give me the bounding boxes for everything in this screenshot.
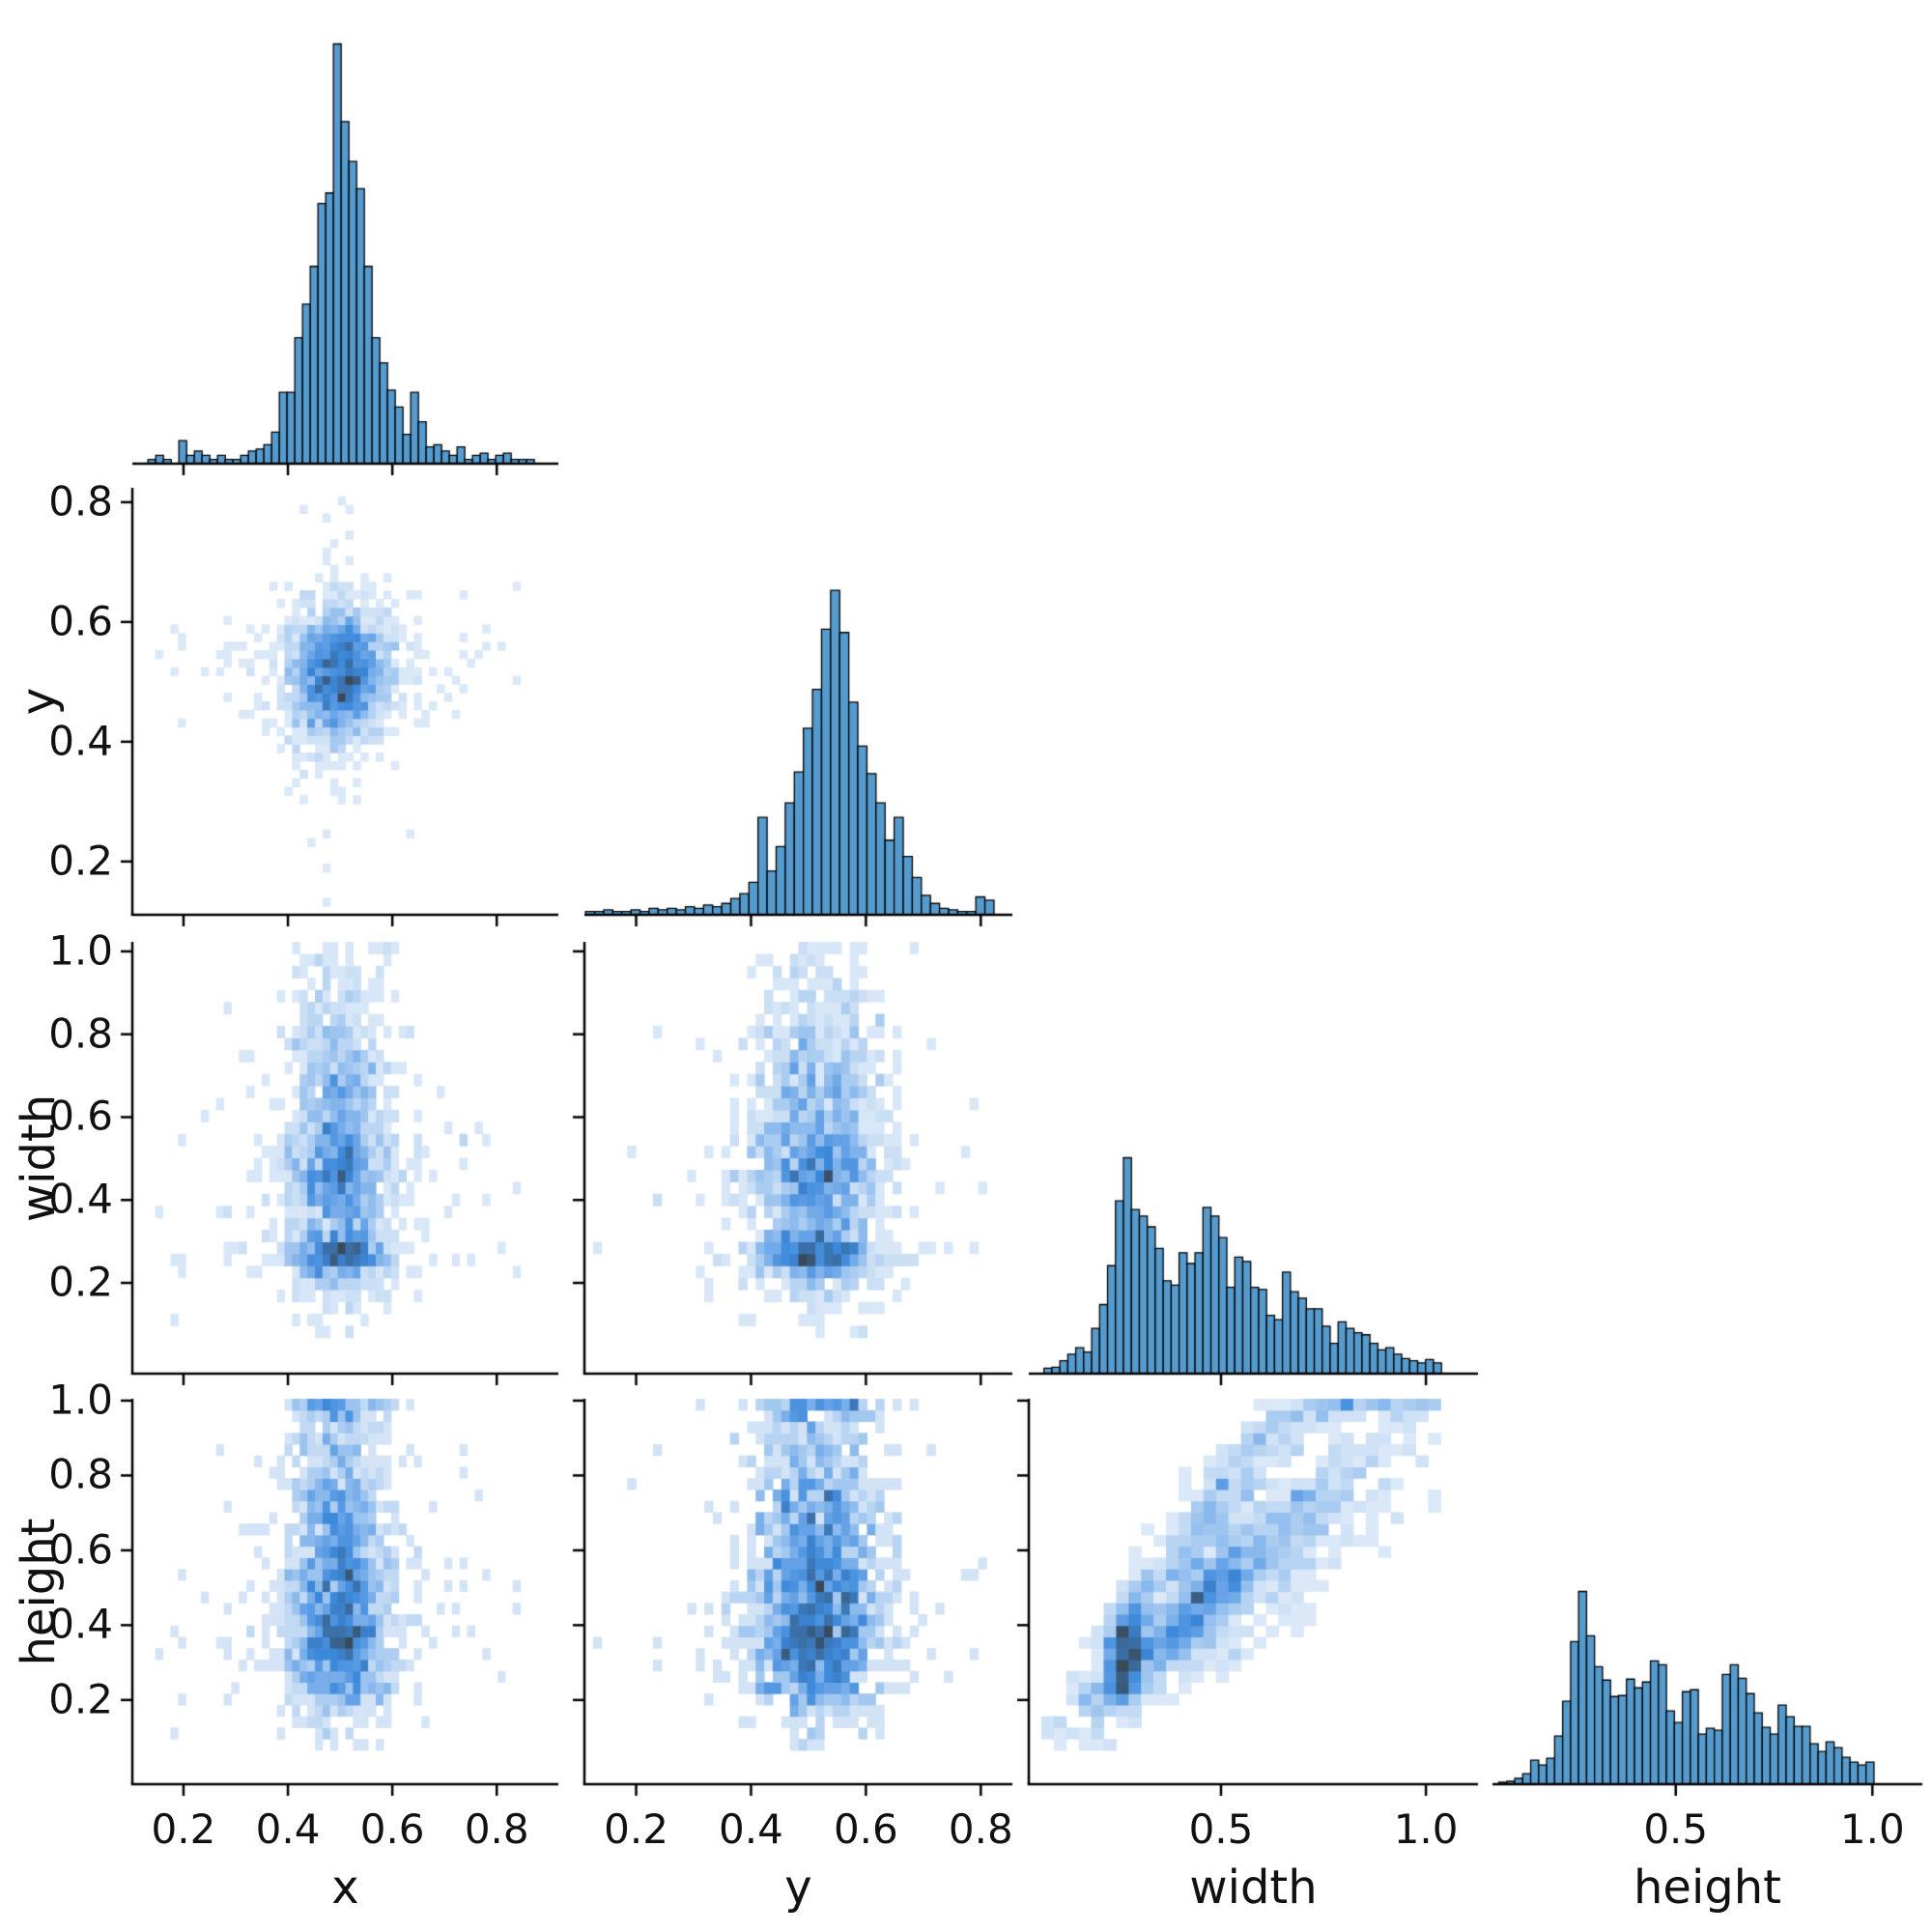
x-tick-label-height: 0.5: [1643, 1805, 1709, 1853]
y-tick-label-height: 0.8: [48, 1450, 113, 1498]
x-tick-label-height: 1.0: [1839, 1805, 1905, 1853]
x-axis-title-x: x: [331, 1861, 359, 1915]
y-tick-label-width: 0.2: [48, 1258, 113, 1306]
x-axis-title-height: height: [1634, 1861, 1781, 1915]
y-tick-label-y: 0.8: [48, 477, 113, 526]
x-tick-label-y: 0.6: [833, 1805, 898, 1853]
x-tick-label-width: 1.0: [1393, 1805, 1459, 1853]
y-tick-label-height: 0.4: [48, 1600, 113, 1648]
y-tick-label-height: 1.0: [48, 1376, 113, 1424]
x-axis-title-width: width: [1189, 1861, 1318, 1915]
x-tick-label-y: 0.2: [604, 1805, 668, 1853]
y-tick-label-height: 0.6: [48, 1525, 113, 1574]
y-tick-label-width: 0.6: [48, 1092, 113, 1140]
x-tick-label-x: 0.2: [151, 1805, 216, 1853]
y-tick-label-y: 0.4: [48, 717, 113, 765]
y-tick-label-y: 0.2: [48, 837, 113, 885]
x-tick-label-x: 0.6: [359, 1805, 425, 1853]
x-tick-label-width: 0.5: [1188, 1805, 1254, 1853]
y-tick-label-width: 1.0: [48, 926, 113, 975]
y-axis-title-y: y: [12, 687, 66, 716]
x-tick-label-x: 0.8: [464, 1805, 529, 1853]
x-tick-label-y: 0.8: [948, 1805, 1013, 1853]
y-tick-label-y: 0.6: [48, 597, 113, 645]
y-tick-label-height: 0.2: [48, 1675, 113, 1723]
x-axis-title-y: y: [784, 1861, 812, 1915]
x-tick-label-y: 0.4: [719, 1805, 783, 1853]
x-tick-label-x: 0.4: [255, 1805, 321, 1853]
y-tick-label-width: 0.8: [48, 1009, 113, 1058]
y-tick-label-width: 0.4: [48, 1175, 113, 1223]
